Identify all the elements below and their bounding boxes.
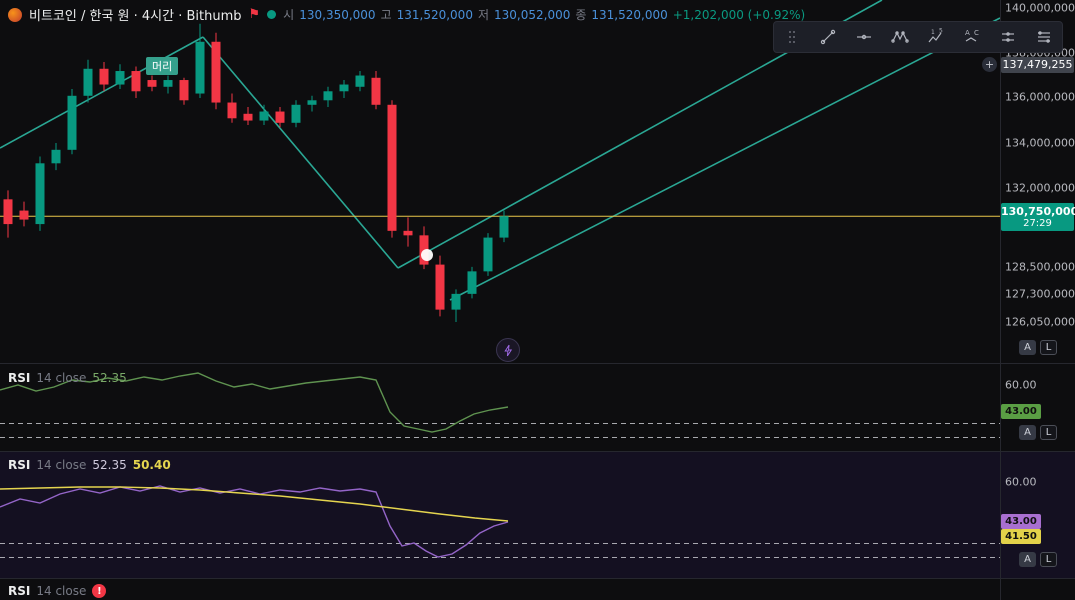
high-label: 고 <box>380 8 392 22</box>
indicator-title: RSI <box>8 458 31 472</box>
open-value: 130,350,000 <box>299 7 376 22</box>
alert-button[interactable]: A <box>1019 552 1036 567</box>
indicator-title: RSI <box>8 371 31 385</box>
rsi1-legend[interactable]: RSI 14 close 52.35 <box>8 371 127 385</box>
toolbar-drag-handle[interactable] <box>782 26 802 48</box>
pane-separator-rsi2-rsi3[interactable] <box>0 578 1075 579</box>
parallel-channel-tool[interactable] <box>998 26 1018 48</box>
symbol-bar[interactable]: 비트코인 / 한국 원 · 4시간 · Bithumb ⚑ 시 130,350,0… <box>8 5 805 24</box>
rsi2-legend-value: 52.35 <box>92 458 127 472</box>
rsi2-ma-value: 50.40 <box>132 458 171 472</box>
rsi2-value-badge-0: 43.00 <box>1001 514 1041 529</box>
elliott-wave-icon: 1 5 <box>928 28 943 43</box>
high-value: 131,520,000 <box>396 7 473 22</box>
low-value: 130,052,000 <box>494 7 571 22</box>
trend-line-tool[interactable] <box>818 26 838 48</box>
svg-text:5: 5 <box>939 28 943 35</box>
rsi1-value-badge: 43.00 <box>1001 404 1041 419</box>
svg-text:A: A <box>965 29 970 37</box>
lightning-icon <box>503 344 512 356</box>
current-price-badge: 130,750,000 27:29 <box>1001 203 1075 231</box>
symbol-title[interactable]: 비트코인 / 한국 원 · 4시간 · Bithumb <box>29 9 242 24</box>
drag-handle-icon <box>789 31 795 43</box>
rsi2-value-badge-1: 41.50 <box>1001 529 1041 544</box>
indicator-params: 14 close <box>36 371 87 385</box>
rsi2-legend[interactable]: RSI 14 close 52.35 50.40 <box>8 458 171 472</box>
list-button[interactable]: L <box>1040 340 1057 355</box>
head-label[interactable]: 머리 <box>146 57 179 75</box>
indicator-title: RSI <box>8 584 31 598</box>
rsi1-legend-value: 52.35 <box>92 371 127 385</box>
close-label: 종 <box>575 8 587 22</box>
bitcoin-logo-icon <box>8 7 22 22</box>
list-button[interactable]: L <box>1040 425 1057 440</box>
drawing-toolbar[interactable]: 1 5 A C <box>773 21 1063 53</box>
bar-countdown: 27:29 <box>1023 218 1052 229</box>
crosshair-price-badge: 137,479,255 <box>1001 57 1074 73</box>
rsi2-trade-buttons: A L <box>1019 552 1057 567</box>
quick-trade-lightning-button[interactable] <box>496 338 520 362</box>
abcd-pattern-tool[interactable]: A C <box>962 26 982 48</box>
horizontal-line-icon <box>857 34 871 40</box>
abcd-pattern-icon: A C <box>965 29 979 42</box>
indicator-params: 14 close <box>36 458 87 472</box>
add-alert-plus-button[interactable]: + <box>982 57 997 72</box>
forecast-tool[interactable] <box>1034 26 1054 48</box>
flag-icon[interactable]: ⚑ <box>248 7 261 22</box>
main-trade-buttons: A L <box>1019 340 1057 355</box>
svg-text:C: C <box>974 29 979 37</box>
price-scale-separator <box>1000 0 1001 600</box>
elliott-wave-tool[interactable]: 1 5 <box>926 26 946 48</box>
pane-separator-main-rsi1[interactable] <box>0 363 1075 364</box>
low-label: 저 <box>477 8 489 22</box>
alert-button[interactable]: A <box>1019 425 1036 440</box>
close-value: 131,520,000 <box>591 7 668 22</box>
forecast-icon <box>1038 31 1050 43</box>
pane-separator-rsi1-rsi2[interactable] <box>0 451 1075 452</box>
rsi1-trade-buttons: A L <box>1019 425 1057 440</box>
list-button[interactable]: L <box>1040 552 1057 567</box>
xabcd-pattern-icon <box>891 31 909 43</box>
xabcd-pattern-tool[interactable] <box>890 26 910 48</box>
horizontal-line-tool[interactable] <box>854 26 874 48</box>
current-price-value: 130,750,000 <box>1001 205 1075 218</box>
live-status-dot-icon <box>267 10 277 19</box>
svg-text:1: 1 <box>931 29 935 36</box>
parallel-channel-icon <box>1002 32 1014 42</box>
change-value: +1,202,000 (+0.92%) <box>672 7 806 22</box>
open-label: 시 <box>283 8 295 22</box>
indicator-error-icon[interactable]: ! <box>92 584 107 598</box>
indicator-params: 14 close <box>36 584 87 598</box>
rsi3-legend[interactable]: RSI 14 close ! <box>8 584 107 598</box>
ohlc-values: 시 130,350,000 고 131,520,000 저 130,052,000 종… <box>283 6 805 23</box>
trend-line-icon <box>820 29 836 45</box>
alert-button[interactable]: A <box>1019 340 1036 355</box>
